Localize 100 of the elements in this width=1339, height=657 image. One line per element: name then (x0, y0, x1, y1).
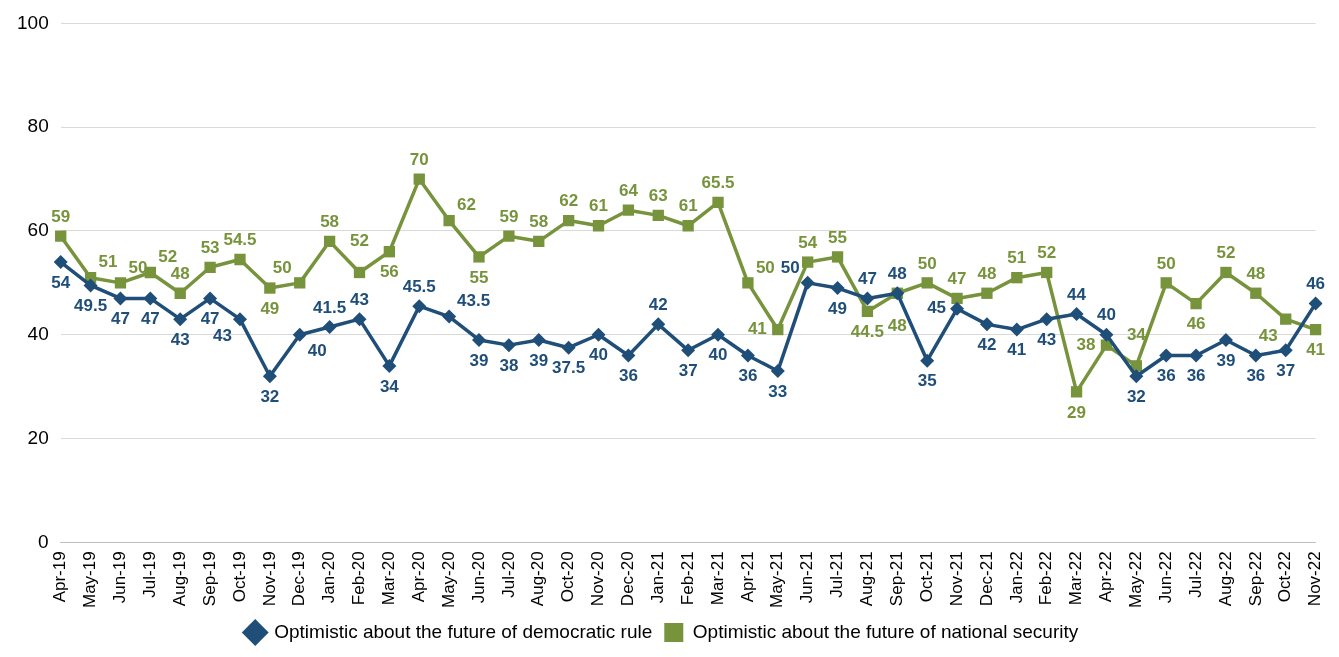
x-tick-label: Aug-21 (857, 551, 877, 607)
point (53, 255, 68, 270)
legend-label: Optimistic about the future of democratic rule (274, 620, 653, 642)
point (1190, 297, 1202, 310)
point (352, 312, 367, 327)
x-tick-label: May-19 (80, 551, 100, 608)
point (860, 291, 875, 306)
point (382, 358, 397, 373)
data-label: 36 (618, 366, 638, 386)
point (473, 251, 485, 263)
data-label: 51 (1007, 248, 1027, 268)
x-tick-label: Mar-21 (707, 551, 727, 606)
point (412, 299, 427, 314)
data-label: 50 (780, 257, 800, 277)
point (174, 287, 186, 299)
data-label: 37 (678, 361, 698, 380)
data-label: 48 (887, 315, 907, 335)
data-label: 62 (559, 191, 579, 211)
data-label: 48 (887, 263, 907, 283)
point (114, 277, 127, 289)
point (950, 301, 965, 316)
x-tick-label: Mar-20 (379, 551, 399, 606)
point (1220, 266, 1232, 279)
data-label: 41 (1007, 340, 1027, 360)
data-label: 50 (917, 253, 937, 273)
x-tick-label: Jun-22 (1155, 551, 1175, 604)
data-label: 54 (51, 272, 71, 292)
point (203, 291, 218, 306)
data-label: 64 (618, 180, 639, 200)
data-label: 43 (1258, 325, 1278, 345)
data-label: 54.5 (223, 230, 257, 250)
point (979, 317, 994, 332)
data-label: 52 (1037, 243, 1057, 263)
data-label: 55 (828, 227, 847, 247)
x-tick-label: Jul-19 (140, 551, 160, 598)
x-tick-label: Nov-21 (946, 551, 966, 607)
data-label: 40 (307, 341, 327, 361)
point (861, 305, 874, 318)
data-label: 55 (469, 267, 489, 287)
data-label: 33 (768, 381, 788, 401)
x-tick-label: Sep-19 (199, 551, 219, 607)
data-label: 36 (738, 366, 758, 386)
data-label: 47 (111, 309, 130, 329)
point (1009, 322, 1024, 337)
point (442, 309, 457, 324)
x-tick-label: Apr-22 (1096, 551, 1116, 603)
y-tick-label: 40 (27, 322, 49, 344)
x-tick-label: Nov-20 (588, 551, 608, 607)
data-label: 41.5 (313, 297, 347, 317)
data-label: 39 (529, 350, 549, 370)
data-label: 52 (350, 231, 369, 251)
x-tick-label: Jan-22 (1006, 551, 1026, 604)
point (1099, 327, 1114, 342)
data-label: 46 (1306, 274, 1326, 294)
x-tick-label: Dec-20 (618, 551, 638, 607)
point (562, 214, 575, 227)
data-label: 50 (1156, 253, 1176, 273)
x-tick-label: Aug-19 (169, 551, 189, 607)
point (1129, 369, 1144, 384)
data-label: 40 (1096, 305, 1116, 325)
data-label: 37.5 (552, 358, 586, 378)
point (951, 292, 963, 305)
data-label: 48 (1246, 263, 1266, 283)
data-label: 61 (589, 196, 608, 216)
point (173, 312, 188, 327)
data-label: 49 (828, 298, 847, 318)
point (1309, 323, 1322, 336)
point (1041, 266, 1053, 279)
data-label: 49.5 (74, 296, 108, 316)
x-tick-label: Oct-19 (229, 551, 249, 603)
data-label: 47 (857, 269, 877, 289)
data-label: 56 (379, 262, 399, 282)
point (1250, 287, 1262, 299)
point (1159, 348, 1174, 363)
point (501, 338, 516, 353)
x-tick-label: Aug-20 (528, 551, 548, 607)
data-label: 44.5 (850, 322, 884, 342)
x-tick-label: Sep-21 (886, 551, 906, 607)
point (264, 282, 276, 294)
data-label: 61 (678, 196, 698, 216)
point (561, 340, 576, 355)
point (1070, 386, 1083, 398)
x-tick-label: May-21 (767, 551, 787, 608)
point (83, 278, 98, 293)
data-label: 63 (648, 186, 668, 206)
point (503, 230, 515, 242)
data-label: 50 (272, 257, 292, 277)
y-tick-label: 80 (27, 115, 49, 137)
data-label: 51 (98, 252, 118, 272)
data-label: 36 (1246, 366, 1266, 386)
point (113, 291, 128, 306)
data-label: 53 (200, 237, 220, 257)
y-tick-label: 60 (27, 219, 49, 241)
data-label: 46 (1186, 314, 1206, 334)
point (353, 266, 366, 279)
point (143, 291, 158, 306)
x-tick-label: Feb-22 (1036, 551, 1056, 606)
data-label: 43 (1037, 329, 1057, 349)
x-tick-label: Nov-22 (1305, 551, 1325, 607)
point (1218, 332, 1233, 347)
